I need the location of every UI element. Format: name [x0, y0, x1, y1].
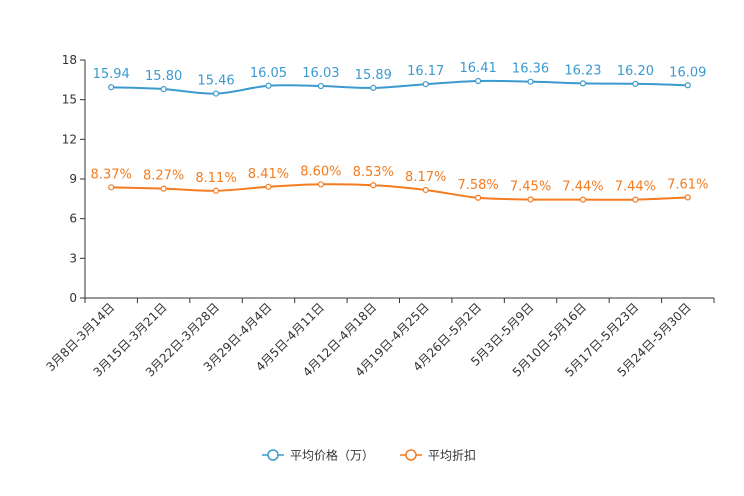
y-tick-label: 9: [69, 172, 77, 186]
data-point: [527, 78, 534, 85]
data-label: 16.23: [564, 63, 601, 78]
legend-item: 平均价格（万）: [262, 448, 374, 463]
data-point: [317, 181, 324, 188]
data-labels: 15.94 15.80 15.46 16.05 16.03 15.89 16.17 16.41…: [91, 61, 709, 195]
series-line: [111, 183, 688, 201]
y-tick-label: 12: [62, 132, 77, 146]
data-label: 15.89: [355, 68, 392, 83]
y-tick-label: 6: [69, 212, 77, 226]
data-label: 8.11%: [195, 171, 236, 186]
legend-marker: [267, 449, 279, 461]
data-point: [108, 84, 115, 91]
data-point: [370, 182, 377, 189]
data-label: 7.45%: [510, 179, 551, 194]
data-label: 16.17: [407, 64, 444, 79]
legend-label: 平均折扣: [428, 448, 476, 463]
data-point: [212, 187, 220, 194]
data-label: 16.41: [460, 61, 497, 76]
series-1: [108, 77, 691, 97]
axes: 03691215183月8日-3月14日3月15日-3月21日3月22日-3月2…: [43, 53, 715, 380]
data-point: [632, 196, 639, 203]
legend-marker: [405, 449, 417, 461]
data-point: [422, 81, 429, 88]
series-layer: [108, 77, 691, 203]
data-point: [684, 194, 691, 201]
data-point: [317, 82, 324, 90]
data-point: [108, 184, 115, 191]
data-point: [684, 82, 691, 89]
data-point: [527, 196, 534, 203]
data-label: 7.44%: [562, 180, 603, 195]
data-point: [475, 77, 482, 85]
series-2: [108, 181, 691, 203]
y-tick-label: 3: [69, 251, 77, 265]
data-label: 7.61%: [667, 177, 708, 192]
legend: 平均价格（万） 平均折扣: [262, 448, 476, 463]
data-label: 7.44%: [615, 180, 656, 195]
data-label: 16.36: [512, 62, 549, 77]
data-label: 7.58%: [457, 178, 498, 193]
data-label: 15.94: [93, 67, 130, 82]
data-label: 8.37%: [91, 167, 132, 182]
legend-item: 平均折扣: [400, 448, 476, 463]
data-point: [265, 183, 272, 190]
data-point: [265, 82, 272, 89]
data-label: 8.27%: [143, 169, 184, 184]
data-point: [632, 80, 639, 87]
data-label: 8.53%: [353, 165, 394, 180]
data-point: [212, 90, 220, 97]
data-point: [370, 84, 377, 91]
data-point: [160, 185, 167, 192]
series-line: [111, 79, 688, 95]
data-label: 16.05: [250, 66, 287, 81]
data-point: [475, 194, 482, 201]
data-label: 8.60%: [300, 164, 341, 179]
data-label: 8.41%: [248, 167, 289, 182]
data-label: 8.17%: [405, 170, 446, 185]
y-tick-label: 0: [69, 291, 77, 305]
data-label: 16.20: [617, 64, 654, 79]
data-label: 15.80: [145, 69, 182, 84]
data-label: 16.09: [669, 65, 706, 80]
data-point: [160, 85, 167, 93]
legend-label: 平均价格（万）: [290, 448, 374, 463]
data-label: 16.03: [302, 66, 339, 81]
y-tick-label: 18: [62, 53, 77, 67]
data-label: 15.46: [197, 74, 234, 89]
y-tick-label: 15: [62, 93, 77, 107]
data-point: [422, 186, 429, 194]
data-point: [579, 196, 587, 203]
data-point: [579, 80, 587, 87]
